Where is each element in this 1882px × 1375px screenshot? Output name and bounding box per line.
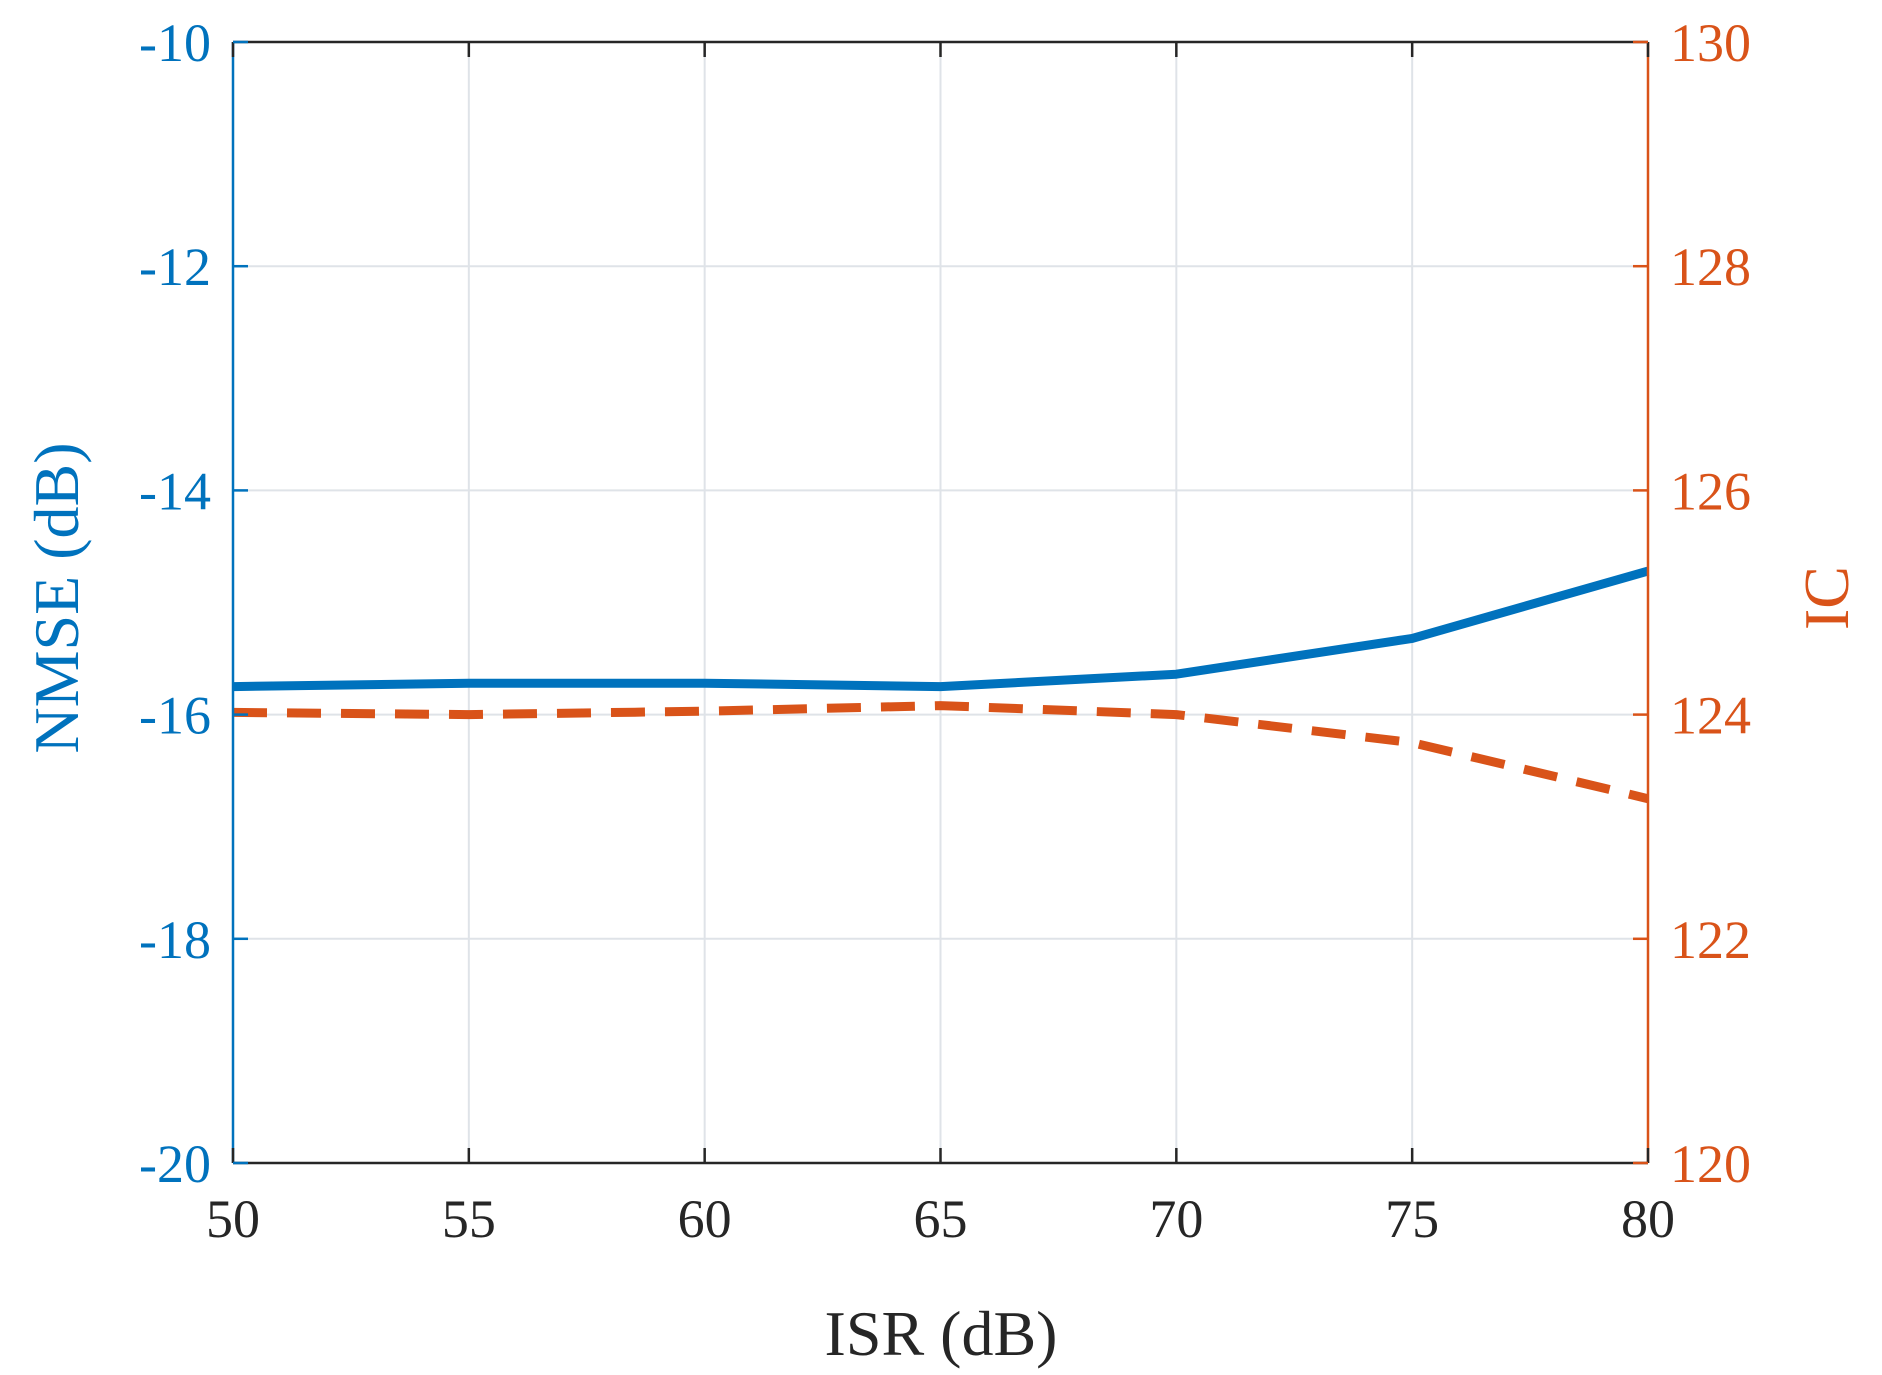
grid-lines <box>232 41 1649 1164</box>
ic-series-line <box>232 701 1650 804</box>
y-left-tick-label: -20 <box>139 1134 211 1194</box>
x-tick-label: 65 <box>914 1189 968 1249</box>
y-axis-left-title: NMSE (dB) <box>21 442 92 753</box>
x-tick-label: 80 <box>1621 1189 1675 1249</box>
x-tick-label: 60 <box>678 1189 732 1249</box>
y-right-tick-label: 124 <box>1670 686 1751 746</box>
y-right-tick-label: 126 <box>1670 461 1751 521</box>
y-left-tick-label: -14 <box>139 461 211 521</box>
x-tick-label: 55 <box>442 1189 496 1249</box>
y-right-tick-label: 122 <box>1670 910 1751 970</box>
plot-series <box>232 566 1650 804</box>
x-axis-title: ISR (dB) <box>825 1298 1058 1369</box>
x-tick-label: 70 <box>1149 1189 1203 1249</box>
y-axis-right-title: IC <box>1791 566 1862 630</box>
x-tick-label: 75 <box>1385 1189 1439 1249</box>
y-left-tick-label: -18 <box>139 910 211 970</box>
y-left-tick-label: -12 <box>139 237 211 297</box>
y-left-tick-label: -16 <box>139 686 211 746</box>
nmse-series-line <box>232 566 1650 692</box>
y-right-tick-label: 130 <box>1670 13 1751 73</box>
y-right-tick-label: 120 <box>1670 1134 1751 1194</box>
x-tick-label: 50 <box>206 1189 260 1249</box>
axes <box>231 40 1650 1165</box>
y-left-tick-label: -10 <box>139 13 211 73</box>
y-right-tick-label: 128 <box>1670 237 1751 297</box>
tick-labels: 50 55 60 65 70 75 80 -20 -18 -16 -14 -12 -10 120 122 12… <box>139 13 1751 1249</box>
